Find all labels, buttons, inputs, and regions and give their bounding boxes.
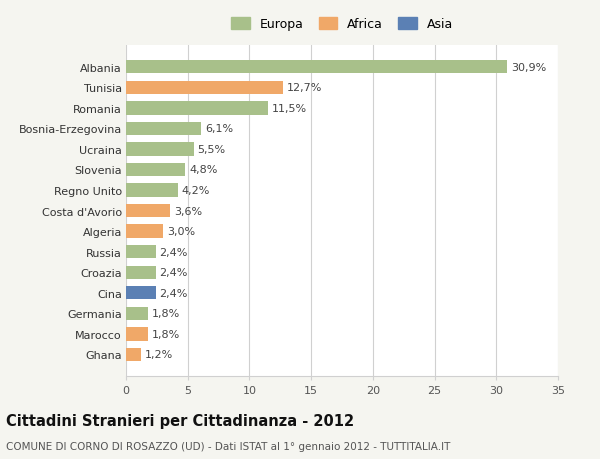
Bar [126,328,148,341]
Text: 12,7%: 12,7% [286,83,322,93]
Text: 3,6%: 3,6% [174,206,202,216]
Bar [126,163,185,177]
Bar [126,348,141,361]
Bar [126,143,194,156]
Bar [126,286,155,300]
Bar [126,204,170,218]
Text: 1,2%: 1,2% [145,350,173,360]
Text: 11,5%: 11,5% [272,104,307,113]
Bar [126,225,163,238]
Text: 2,4%: 2,4% [160,268,188,278]
Text: 1,8%: 1,8% [152,309,180,319]
Text: 6,1%: 6,1% [205,124,233,134]
Text: COMUNE DI CORNO DI ROSAZZO (UD) - Dati ISTAT al 1° gennaio 2012 - TUTTITALIA.IT: COMUNE DI CORNO DI ROSAZZO (UD) - Dati I… [6,441,451,451]
Bar [126,266,155,280]
Text: 3,0%: 3,0% [167,227,195,237]
Text: Cittadini Stranieri per Cittadinanza - 2012: Cittadini Stranieri per Cittadinanza - 2… [6,413,354,428]
Bar [126,81,283,95]
Text: 2,4%: 2,4% [160,288,188,298]
Text: 2,4%: 2,4% [160,247,188,257]
Bar [126,307,148,320]
Text: 4,8%: 4,8% [189,165,217,175]
Bar [126,184,178,197]
Bar [126,102,268,115]
Text: 30,9%: 30,9% [511,62,547,73]
Text: 4,2%: 4,2% [182,185,210,196]
Text: 1,8%: 1,8% [152,329,180,339]
Text: 5,5%: 5,5% [197,145,226,155]
Bar [126,246,155,259]
Bar [126,123,201,136]
Legend: Europa, Africa, Asia: Europa, Africa, Asia [229,16,455,34]
Bar [126,61,508,74]
